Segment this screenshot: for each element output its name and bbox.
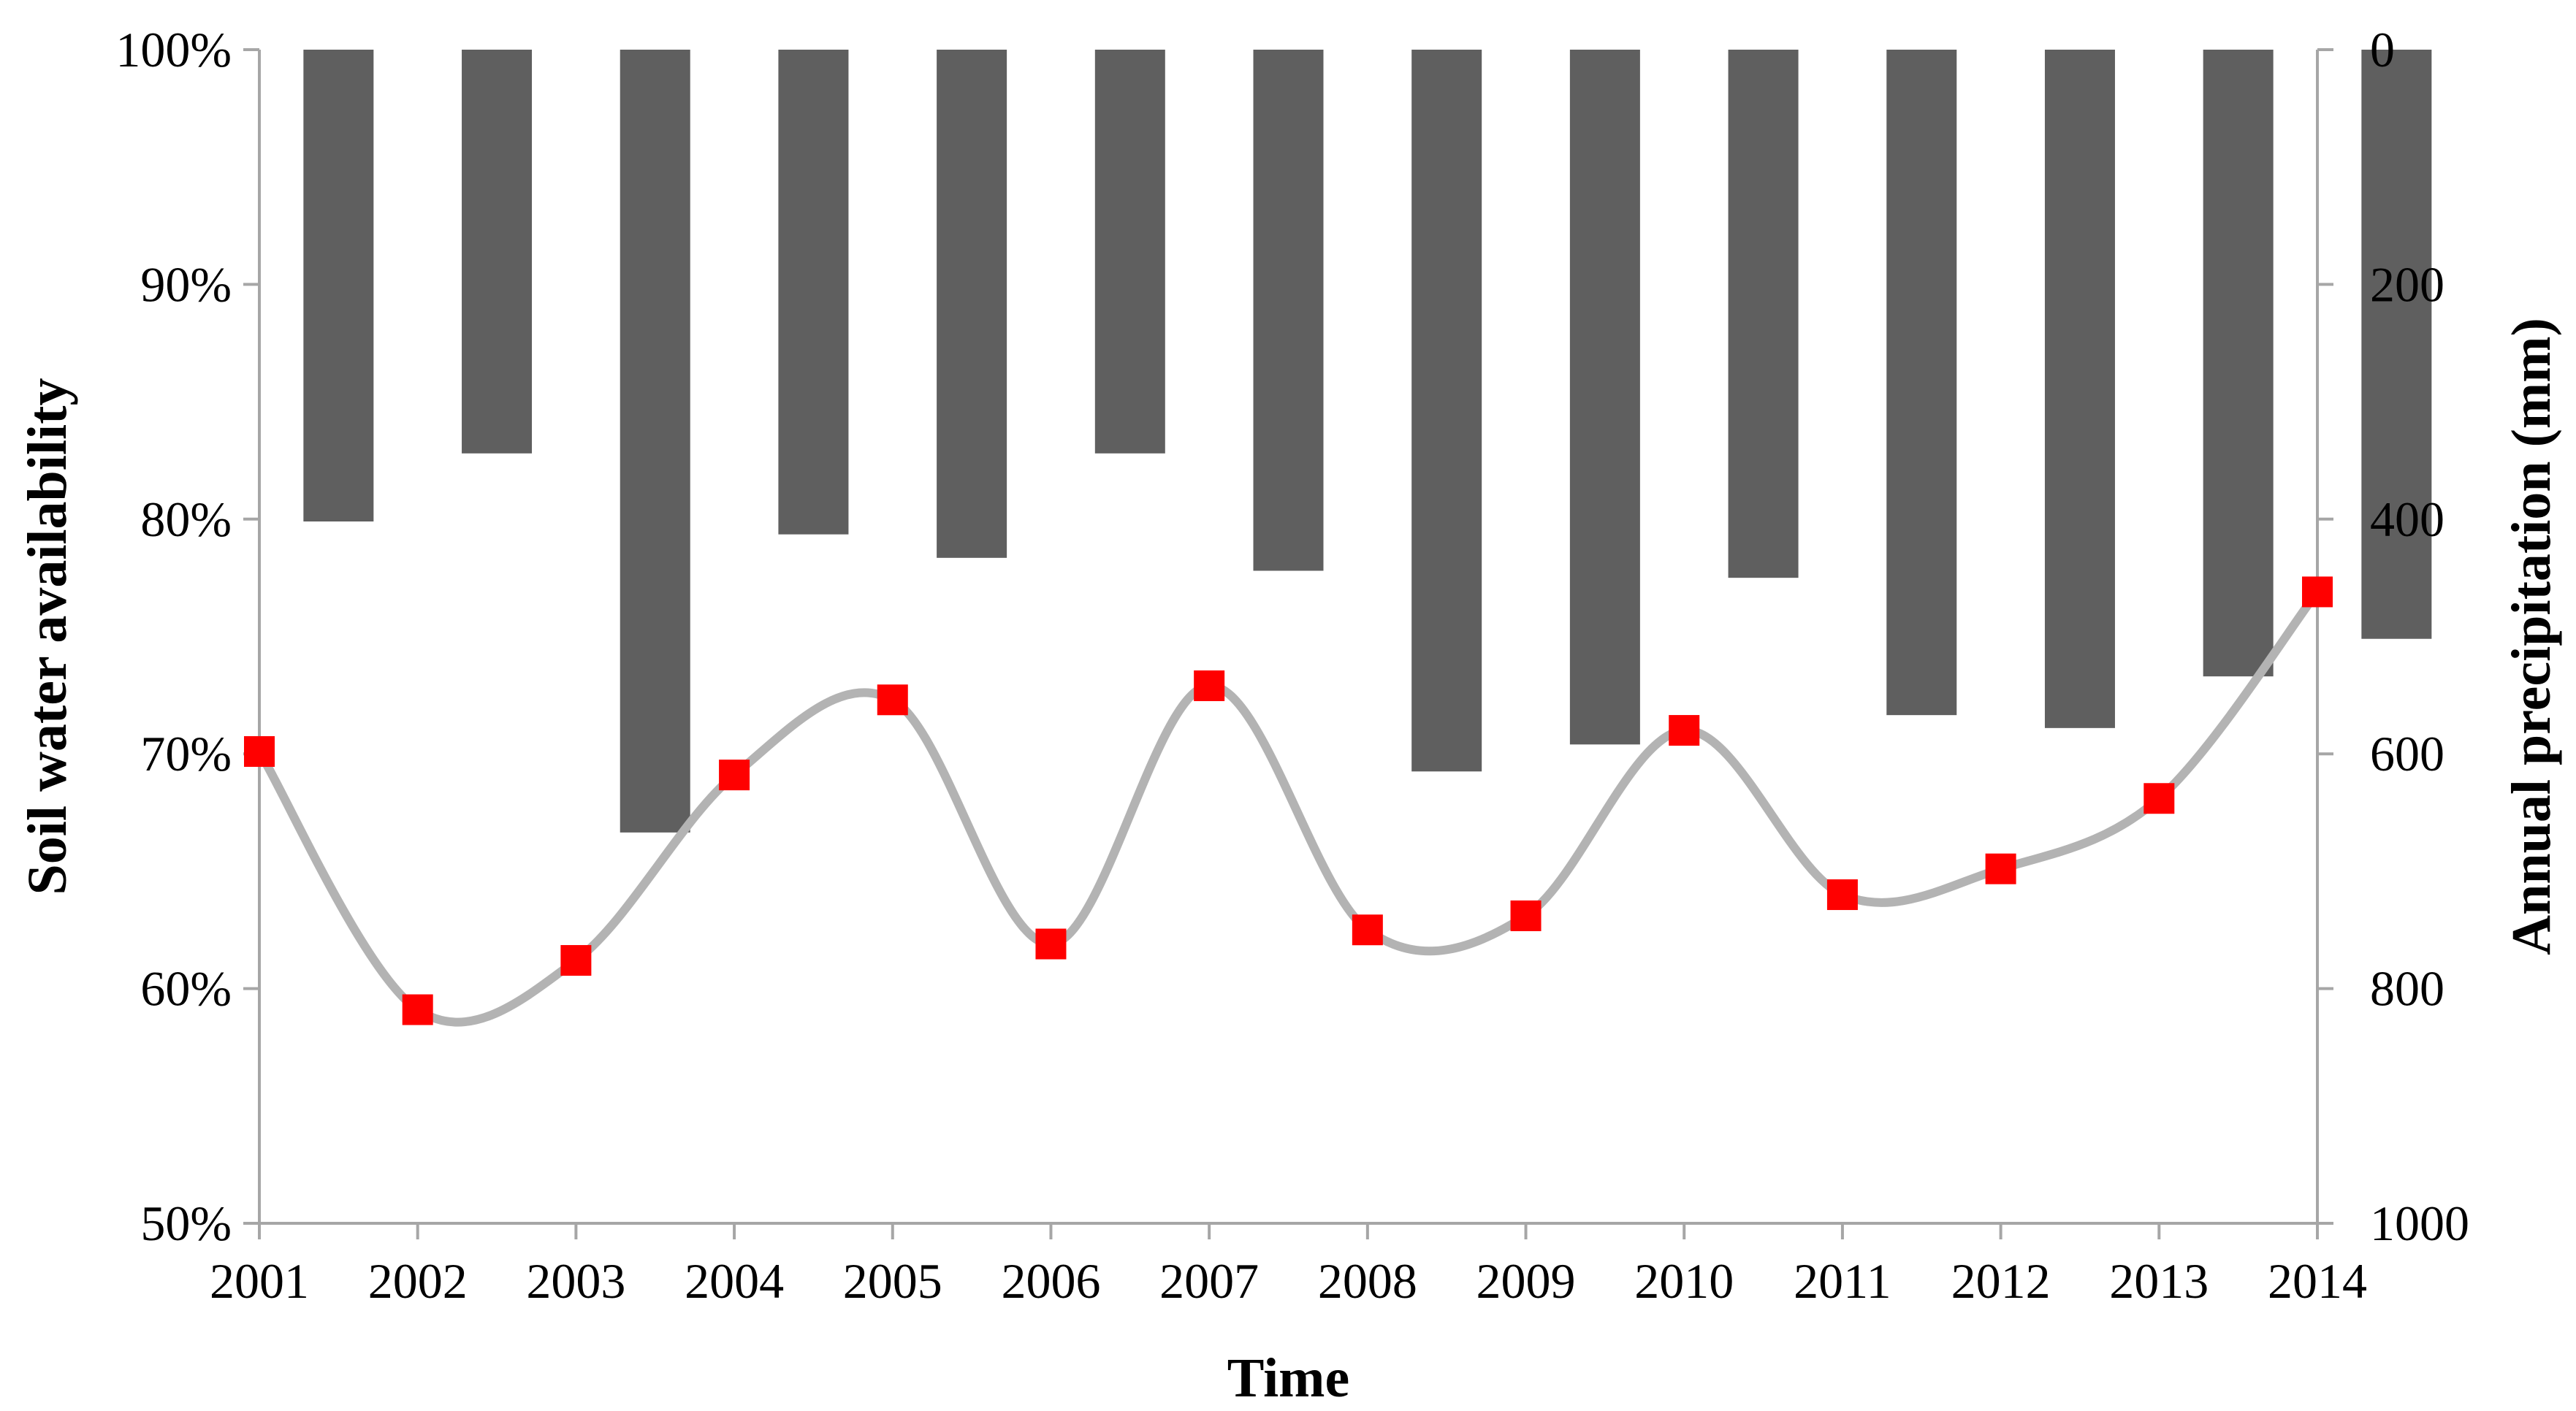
bar-2012 xyxy=(2044,50,2115,728)
marker-2012 xyxy=(1985,853,2016,884)
soil-water-series xyxy=(255,587,2322,1027)
bar-2008 xyxy=(1411,50,1482,772)
marker-2014 xyxy=(2302,576,2333,608)
precipitation-bars xyxy=(303,50,2432,833)
x-tick-label: 2001 xyxy=(210,1253,309,1309)
x-tick-label: 2002 xyxy=(368,1253,468,1309)
soil-water-line xyxy=(255,587,2322,1027)
x-tick-label: 2004 xyxy=(685,1253,784,1309)
marker-2007 xyxy=(1194,670,1225,701)
left-axis-title: Soil water availability xyxy=(17,378,78,895)
marker-2010 xyxy=(1669,715,1700,746)
bar-2005 xyxy=(937,50,1007,558)
left-tick-label: 60% xyxy=(140,961,232,1017)
marker-2013 xyxy=(2144,783,2175,814)
marker-2006 xyxy=(1035,928,1067,960)
bar-2014 xyxy=(2361,50,2432,639)
x-tick-label: 2009 xyxy=(1476,1253,1576,1309)
left-tick-label: 70% xyxy=(140,726,232,781)
bar-2006 xyxy=(1094,50,1165,454)
x-tick-label: 2003 xyxy=(526,1253,625,1309)
marker-2001 xyxy=(244,735,275,767)
right-tick-label: 0 xyxy=(2370,22,2395,77)
bar-2002 xyxy=(462,50,533,454)
x-tick-label: 2007 xyxy=(1159,1253,1259,1309)
x-tick-label: 2014 xyxy=(2268,1253,2367,1309)
right-tick-label: 800 xyxy=(2370,961,2444,1017)
left-tick-label: 90% xyxy=(140,256,232,312)
x-tick-label: 2013 xyxy=(2109,1253,2209,1309)
x-tick-label: 2012 xyxy=(1951,1253,2051,1309)
x-axis-title: Time xyxy=(1227,1347,1349,1409)
bar-2004 xyxy=(778,50,849,535)
marker-2004 xyxy=(719,760,750,791)
bar-2009 xyxy=(1569,50,1640,745)
bar-2013 xyxy=(2203,50,2274,677)
right-tick-label: 1000 xyxy=(2370,1196,2469,1251)
right-tick-label: 400 xyxy=(2370,492,2444,547)
marker-2003 xyxy=(560,945,592,976)
left-tick-label: 100% xyxy=(115,22,232,77)
left-tick-label: 80% xyxy=(140,492,232,547)
marker-2005 xyxy=(877,684,908,716)
soil-water-markers xyxy=(244,576,2333,1025)
marker-2011 xyxy=(1826,879,1858,911)
marker-2009 xyxy=(1510,900,1542,931)
x-tick-label: 2006 xyxy=(1001,1253,1100,1309)
x-tick-label: 2005 xyxy=(843,1253,942,1309)
axes xyxy=(258,50,2319,1225)
x-tick-label: 2008 xyxy=(1318,1253,1417,1309)
bar-2001 xyxy=(303,50,374,522)
marker-2008 xyxy=(1352,914,1383,946)
right-axis-title: Annual precipitation (mm) xyxy=(2501,318,2562,955)
bar-2011 xyxy=(1886,50,1957,716)
right-tick-label: 600 xyxy=(2370,726,2444,781)
x-tick-label: 2011 xyxy=(1794,1253,1891,1309)
bar-2007 xyxy=(1253,50,1324,571)
right-tick-label: 200 xyxy=(2370,256,2444,312)
bar-2010 xyxy=(1728,50,1799,578)
bar-2003 xyxy=(620,50,690,833)
marker-2002 xyxy=(402,994,433,1025)
x-tick-label: 2010 xyxy=(1634,1253,1734,1309)
left-tick-label: 50% xyxy=(140,1196,232,1251)
tick-labels: 50% 60% 70% 80% 90% 100% 0 200 400 600 800 1000 2001… xyxy=(115,22,2469,1309)
